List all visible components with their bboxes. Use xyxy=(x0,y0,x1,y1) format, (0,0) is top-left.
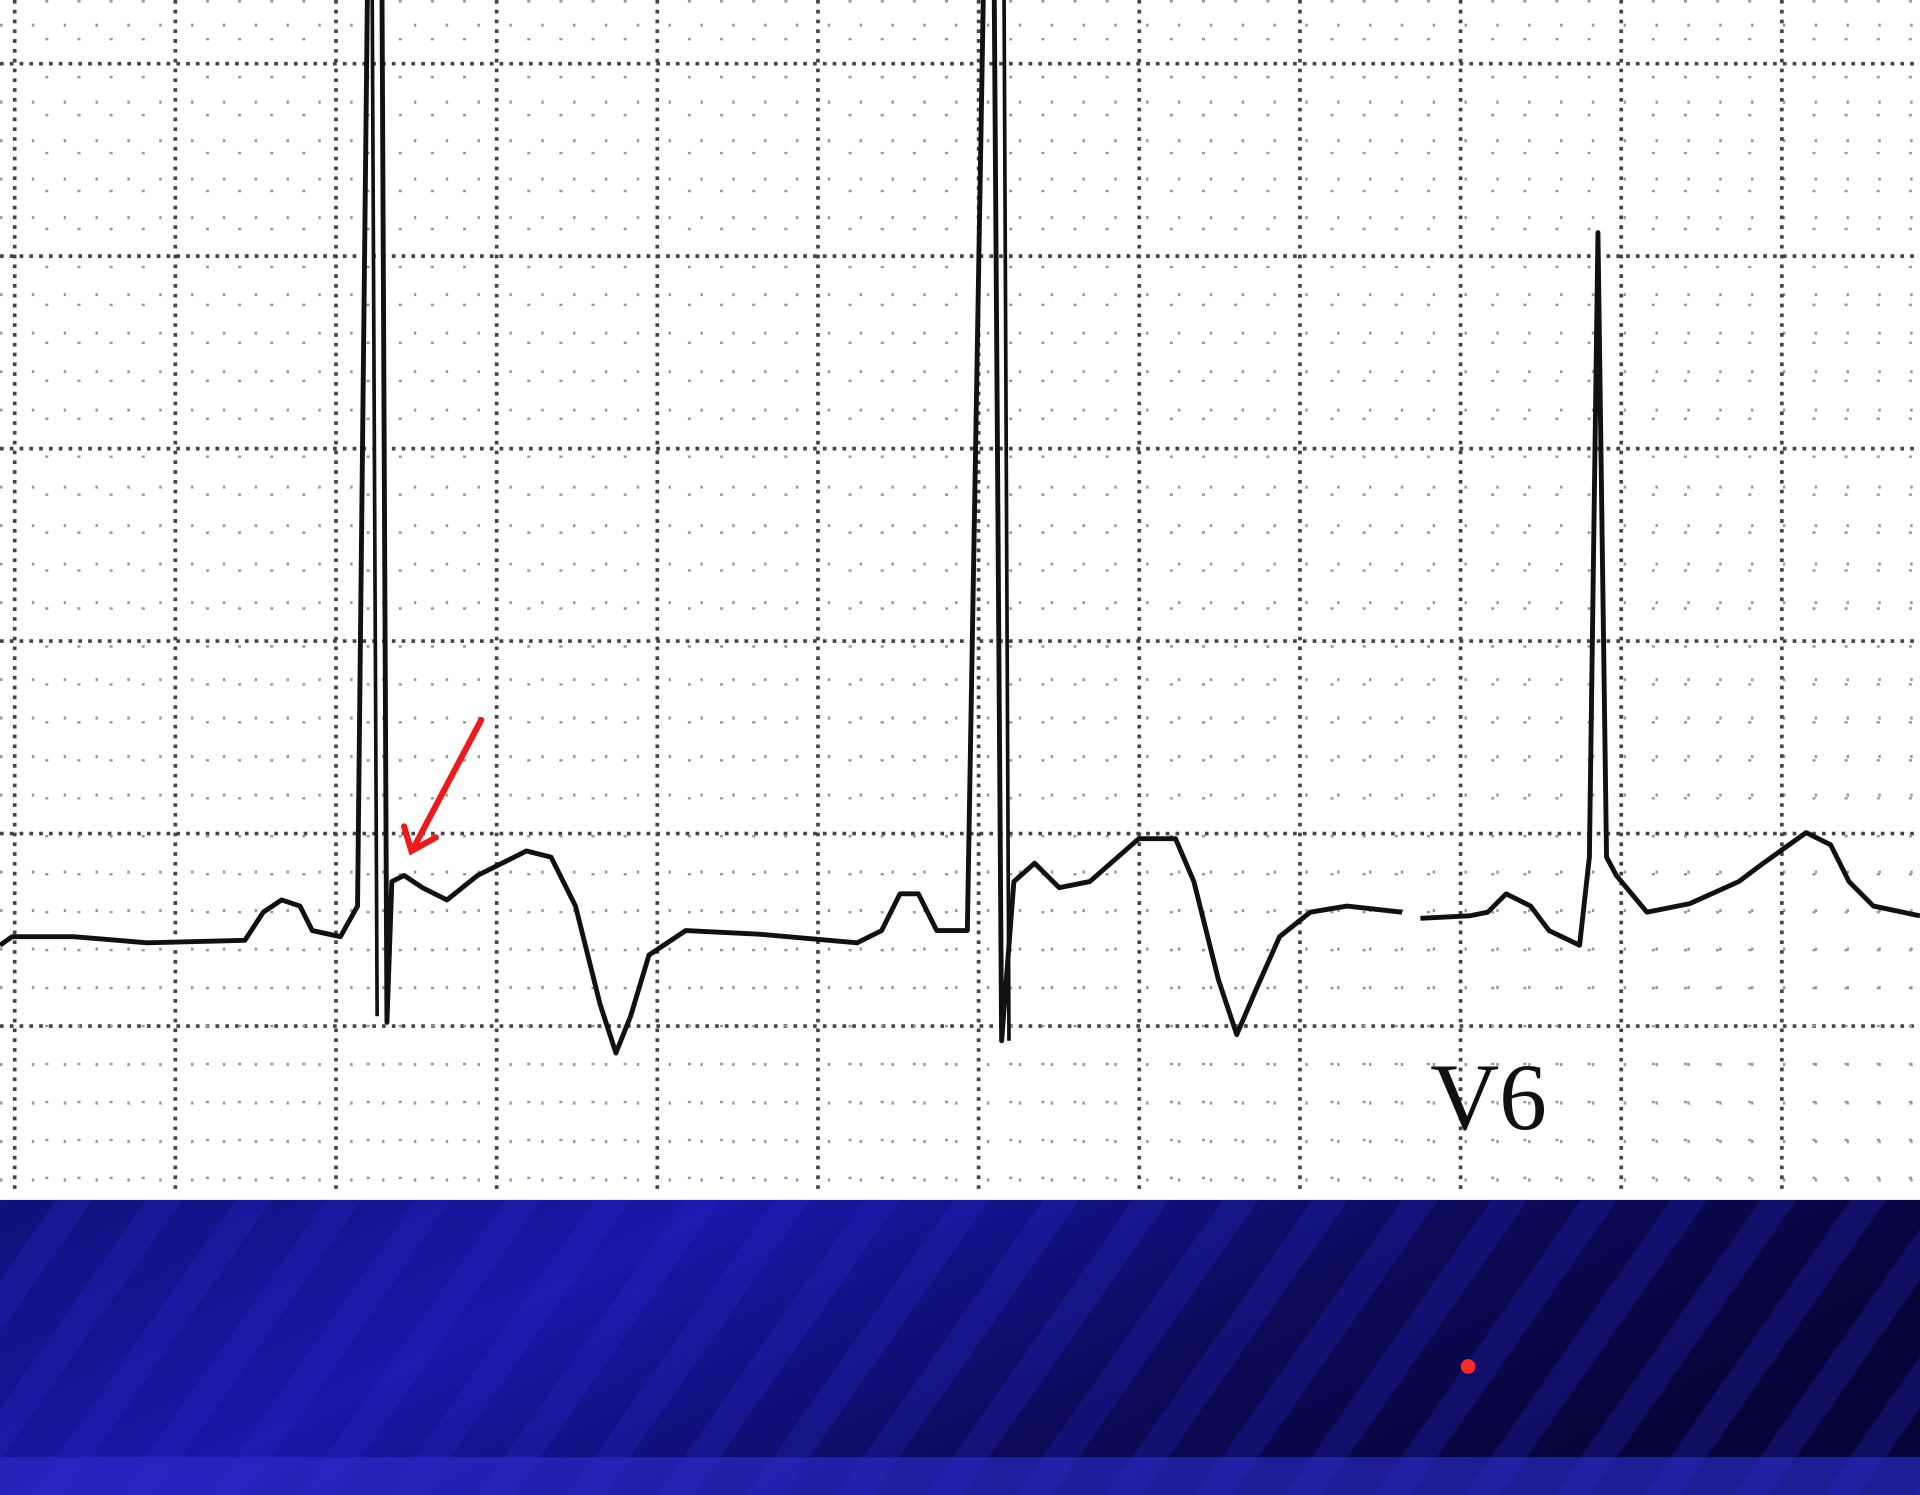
ecg-paper xyxy=(0,0,1920,1200)
ecg-trace-double xyxy=(370,0,1011,1041)
band-streaks xyxy=(0,1199,1920,1495)
band-bottom xyxy=(0,1457,1920,1495)
ecg-trace xyxy=(0,0,1920,1056)
pointer-dot xyxy=(1460,1359,1476,1374)
lead-label: V6 xyxy=(1430,1044,1547,1150)
red-arrow xyxy=(401,716,485,856)
